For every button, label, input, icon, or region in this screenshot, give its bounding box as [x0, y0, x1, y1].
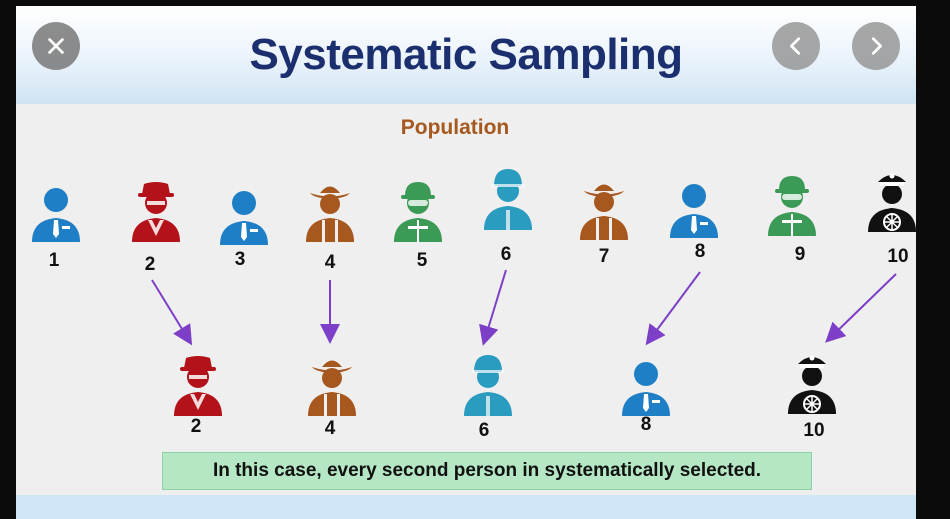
close-icon: [48, 38, 64, 54]
population-number: 8: [694, 241, 706, 262]
sample-number: 2: [190, 416, 202, 437]
sample-number: 4: [324, 418, 336, 439]
sample-spy-icon: [168, 350, 228, 418]
person-captain-icon: [862, 166, 916, 234]
sample-number: 10: [803, 420, 825, 441]
population-number: 7: [598, 246, 610, 267]
population-number: 2: [144, 254, 156, 275]
population-number: 10: [887, 246, 909, 267]
sample-number: 6: [478, 420, 490, 441]
population-number: 1: [48, 250, 60, 271]
selection-arrow: [825, 273, 897, 343]
selection-arrow: [479, 269, 507, 346]
person-businessman-icon: [26, 176, 86, 244]
population-number: 9: [794, 244, 806, 265]
person-firefighter-icon: [762, 170, 822, 238]
sample-cowboy-icon: [302, 350, 362, 418]
person-firefighter-icon: [388, 176, 448, 244]
population-number: 3: [234, 249, 246, 270]
person-businessman-icon: [214, 179, 274, 247]
person-spy-icon: [126, 176, 186, 244]
person-cowboy-icon: [574, 174, 634, 242]
chevron-left-icon: [790, 37, 801, 55]
sample-businessman-icon: [616, 350, 676, 418]
sample-captain-icon: [782, 348, 842, 416]
selection-arrow: [151, 279, 193, 346]
next-button[interactable]: [852, 22, 900, 70]
slide-image: Systematic Sampling Population 1 2 3 4 5 6 7 8 9…: [16, 6, 916, 519]
sample-number: 8: [640, 414, 652, 435]
chevron-right-icon: [871, 37, 882, 55]
person-businessman-icon: [664, 172, 724, 240]
bottom-band: [16, 495, 916, 519]
close-button[interactable]: [32, 22, 80, 70]
population-number: 5: [416, 250, 428, 271]
person-cowboy-icon: [300, 176, 360, 244]
selection-arrow: [645, 271, 701, 346]
slide-title: Systematic Sampling: [249, 30, 683, 79]
sample-soldier-icon: [458, 350, 518, 418]
population-number: 4: [324, 252, 336, 273]
person-soldier-icon: [478, 164, 538, 232]
population-label: Population: [400, 116, 510, 139]
previous-button[interactable]: [772, 22, 820, 70]
title-band: Systematic Sampling: [16, 6, 916, 104]
caption-box: In this case, every second person in sys…: [162, 452, 812, 490]
population-number: 6: [500, 244, 512, 265]
